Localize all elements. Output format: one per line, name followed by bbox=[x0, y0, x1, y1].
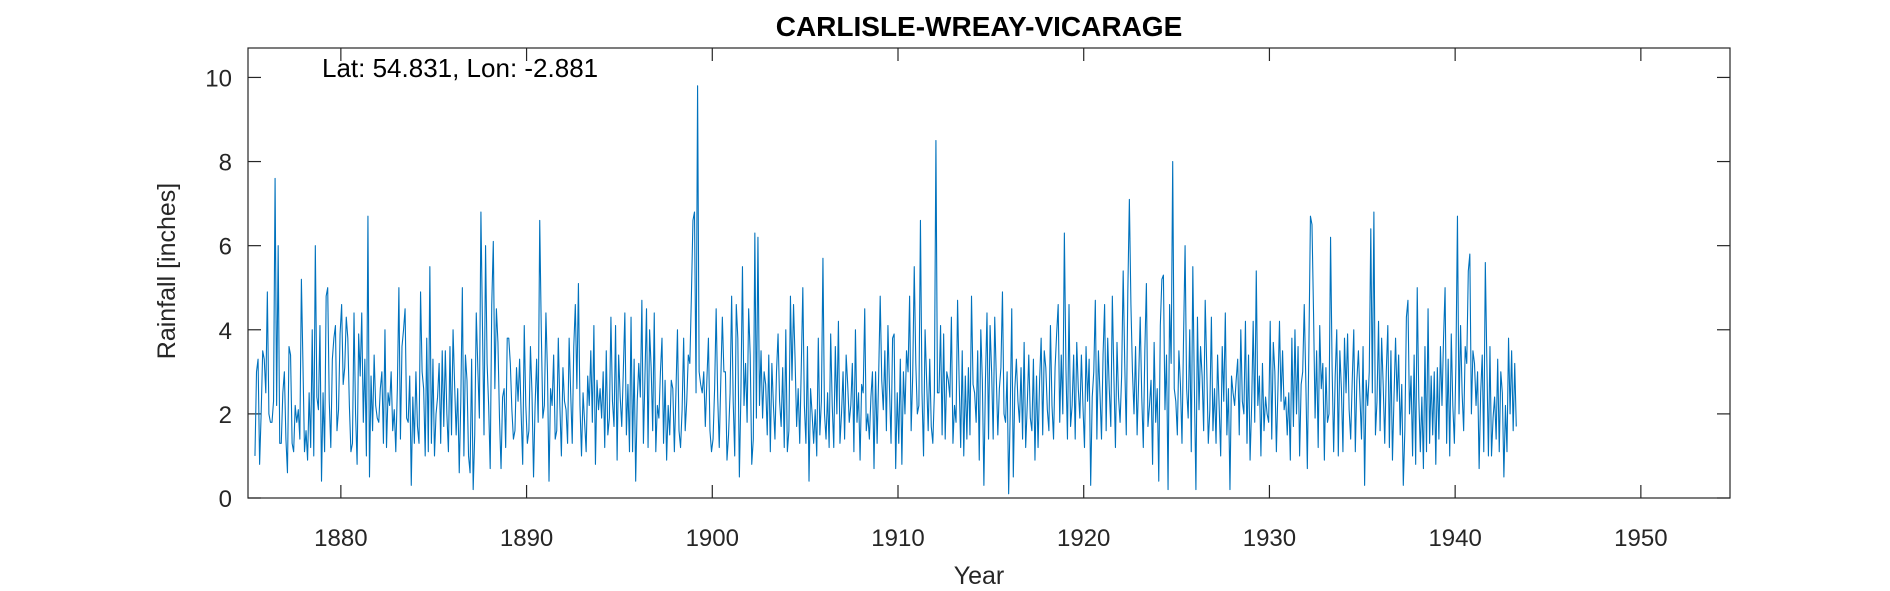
y-tick-label: 4 bbox=[219, 318, 232, 345]
y-tick-label: 0 bbox=[219, 486, 232, 513]
x-tick-labels: 1880 1890 1900 1910 1920 1930 1940 1950 bbox=[314, 525, 1667, 552]
y-axis-label: Rainfall [inches] bbox=[153, 183, 181, 359]
y-tick-label: 8 bbox=[219, 150, 232, 177]
x-tick-label: 1890 bbox=[500, 525, 553, 552]
x-tick-label: 1910 bbox=[871, 525, 924, 552]
chart-title: CARLISLE-WREAY-VICARAGE bbox=[776, 11, 1183, 42]
y-tick-label: 10 bbox=[205, 65, 232, 92]
y-tick-label: 2 bbox=[219, 402, 232, 429]
series-line bbox=[254, 85, 1517, 495]
x-tick-label: 1880 bbox=[314, 525, 367, 552]
x-tick-label: 1900 bbox=[686, 525, 739, 552]
x-tick-label: 1940 bbox=[1428, 525, 1481, 552]
plot-area: Lat: 54.831, Lon: -2.881 bbox=[247, 47, 1731, 499]
x-tick-label: 1920 bbox=[1057, 525, 1110, 552]
ticks-layer bbox=[248, 48, 1730, 499]
x-tick-label: 1950 bbox=[1614, 525, 1667, 552]
location-annotation: Lat: 54.831, Lon: -2.881 bbox=[322, 53, 598, 83]
x-axis-label: Year bbox=[954, 562, 1005, 590]
x-tick-label: 1930 bbox=[1243, 525, 1296, 552]
y-tick-label: 6 bbox=[219, 234, 232, 261]
y-tick-labels: 0 2 4 6 8 10 bbox=[205, 65, 232, 513]
